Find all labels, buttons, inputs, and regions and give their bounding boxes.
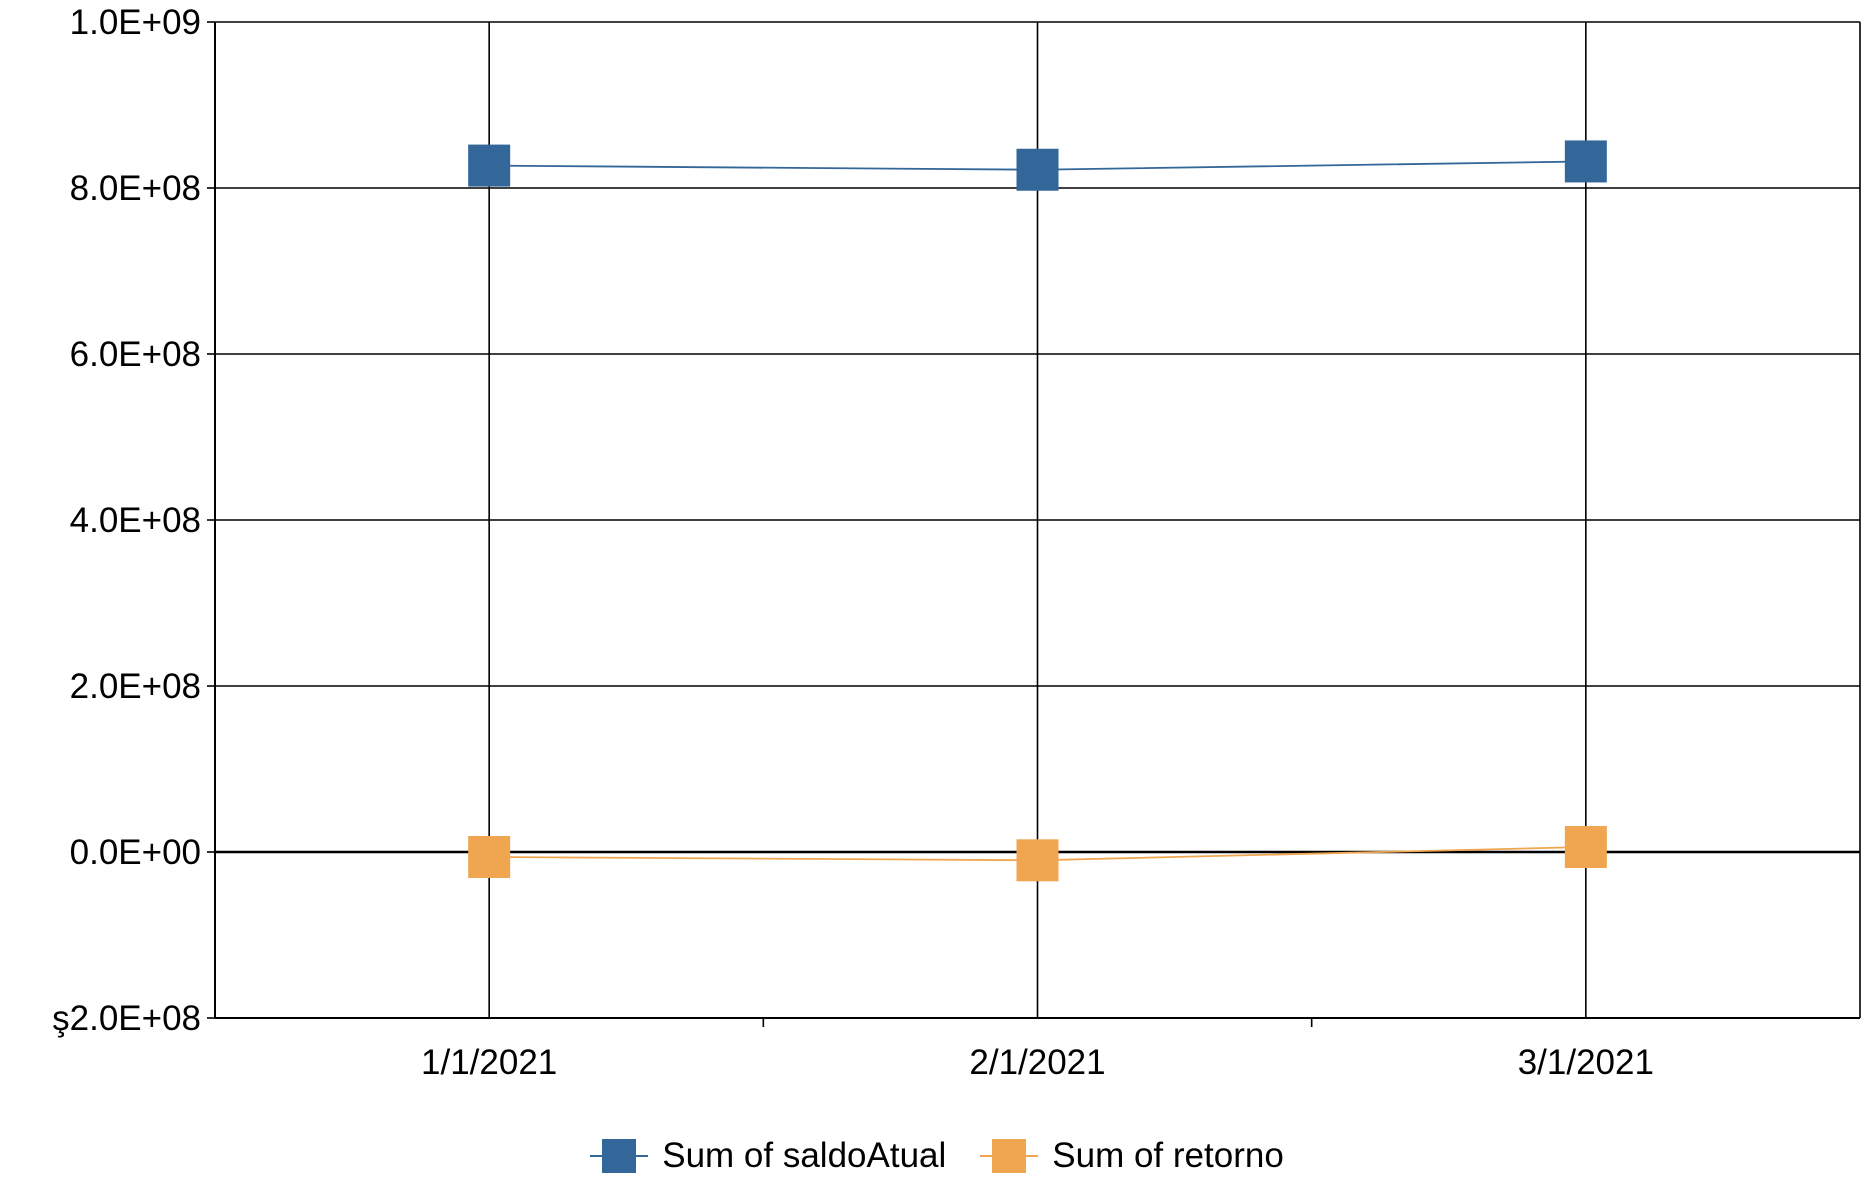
data-point-marker	[1017, 839, 1059, 881]
legend-item-retorno[interactable]: Sum of retorno	[980, 1136, 1284, 1176]
data-point-marker	[1565, 826, 1607, 868]
legend-marker-retorno	[992, 1139, 1026, 1173]
y-tick-label: 2.0E+08	[70, 667, 201, 706]
y-tick-label: 4.0E+08	[70, 501, 201, 540]
legend-marker-saldoatual	[602, 1139, 636, 1173]
y-tick-label: 0.0E+00	[70, 833, 201, 872]
x-tick-label: 2/1/2021	[969, 1043, 1105, 1082]
legend-swatch-saldoatual	[590, 1136, 648, 1176]
x-tick-label: 1/1/2021	[421, 1043, 557, 1082]
legend-swatch-retorno	[980, 1136, 1038, 1176]
y-tick-label: 6.0E+08	[70, 335, 201, 374]
data-point-marker	[1017, 149, 1059, 191]
data-point-marker	[468, 836, 510, 878]
data-point-marker	[468, 145, 510, 187]
legend-item-saldoatual[interactable]: Sum of saldoAtual	[590, 1136, 946, 1176]
y-tick-label: 1.0E+09	[70, 3, 201, 42]
legend-label-retorno: Sum of retorno	[1052, 1136, 1284, 1176]
y-tick-label: ş2.0E+08	[52, 999, 201, 1038]
legend-label-saldoatual: Sum of saldoAtual	[662, 1136, 946, 1176]
data-point-marker	[1565, 140, 1607, 182]
legend: Sum of saldoAtual Sum of retorno	[0, 1126, 1874, 1186]
y-tick-label: 8.0E+08	[70, 169, 201, 208]
x-tick-label: 3/1/2021	[1518, 1043, 1654, 1082]
